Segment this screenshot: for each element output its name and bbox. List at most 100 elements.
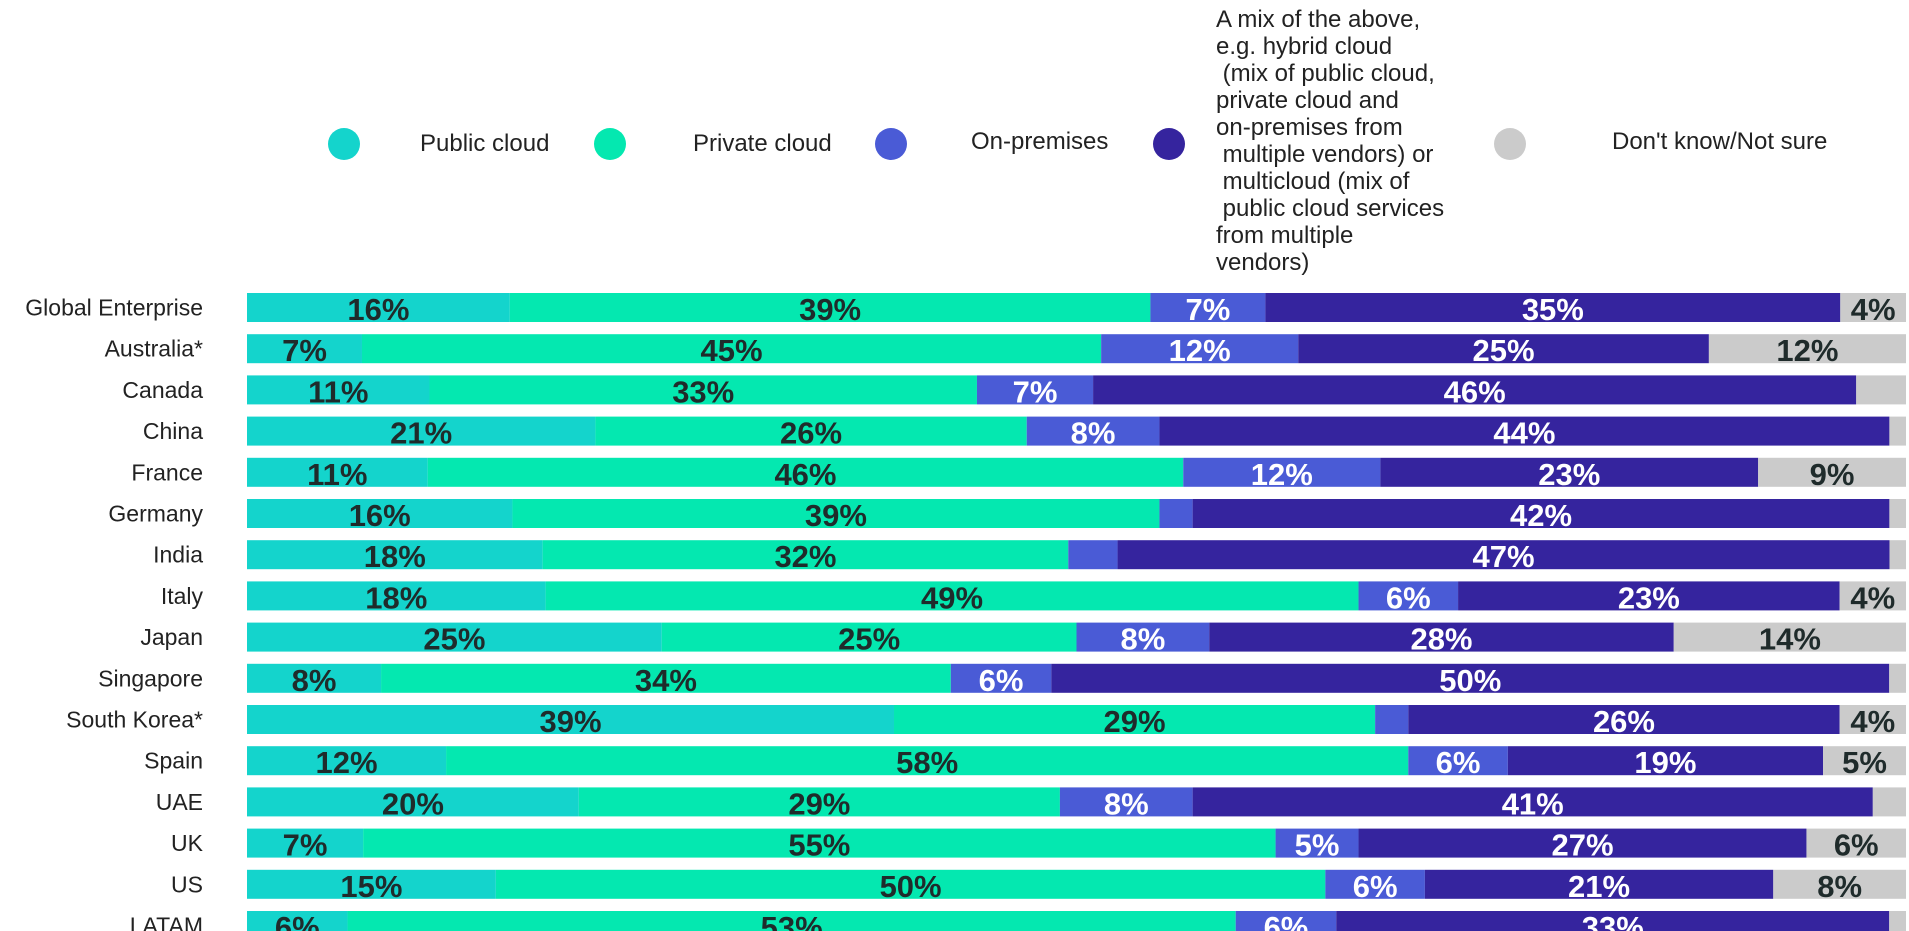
data-label: 8% — [1104, 786, 1149, 821]
bar-segment — [512, 499, 1160, 528]
legend-label-public-cloud: Public cloud — [420, 130, 550, 157]
bar-segment — [1265, 293, 1841, 322]
legend-label-mix-line: on-premises from — [1216, 114, 1403, 141]
data-label: 55% — [788, 828, 850, 863]
bar-segment — [247, 911, 348, 931]
data-label: 44% — [1493, 416, 1555, 451]
legend-label-mix: A mix of the above, e.g. hybrid cloud (m… — [1216, 6, 1444, 276]
data-label: 45% — [701, 333, 763, 368]
bar-segment — [1708, 334, 1906, 364]
category-label: Canada — [122, 377, 203, 403]
data-label: 12% — [1251, 457, 1313, 492]
category-label: Germany — [108, 501, 203, 527]
bar-segment — [1408, 705, 1840, 734]
bar-segment — [1159, 416, 1890, 446]
data-label: 7% — [283, 828, 328, 863]
data-label: 32% — [774, 539, 836, 574]
bar-segment — [247, 457, 428, 487]
data-label: 8% — [1120, 622, 1165, 657]
bar-segment — [1872, 787, 1906, 817]
data-label: 12% — [316, 745, 378, 780]
data-label: 6% — [1353, 869, 1398, 904]
bar-segment — [545, 581, 1359, 611]
data-label: 50% — [880, 869, 942, 904]
data-label: 7% — [1185, 292, 1230, 327]
bar-segment — [381, 663, 951, 693]
legend-label-mix-line: e.g. hybrid cloud — [1216, 33, 1393, 60]
data-label: 11% — [307, 457, 367, 492]
bar-segment — [247, 663, 382, 693]
bar-segment — [976, 375, 1094, 405]
bar-segment — [361, 334, 1102, 364]
legend-item-mix — [1153, 128, 1185, 160]
bar-segment — [1424, 869, 1774, 899]
bar-segment — [1183, 457, 1381, 487]
legend-label-mix-line: A mix of the above, — [1216, 6, 1421, 33]
bar-segment — [1458, 581, 1840, 611]
bar-segment — [363, 828, 1276, 858]
legend-label-mix-line: public cloud services — [1216, 195, 1445, 222]
bar-segment — [595, 416, 1027, 446]
bar-segment — [1839, 581, 1906, 611]
bar-segment — [1840, 293, 1906, 322]
data-label: 39% — [539, 704, 601, 739]
category-label: US — [171, 871, 203, 897]
bar-segment — [1192, 499, 1890, 528]
bar-segment — [1275, 828, 1359, 858]
data-label: 5% — [1842, 745, 1887, 780]
bar-segment — [247, 293, 510, 322]
data-label: 39% — [799, 292, 861, 327]
bar-segment — [1358, 581, 1459, 611]
bar-segment — [247, 622, 662, 652]
bar-segment — [1101, 334, 1299, 364]
bar-segment — [542, 540, 1069, 570]
legend-label-mix-line: (mix of public cloud, — [1216, 60, 1435, 87]
data-label: 34% — [635, 663, 697, 698]
data-label: 4% — [1850, 704, 1895, 739]
bar-segment — [950, 663, 1052, 693]
bar-segment — [1068, 540, 1118, 570]
bar-segment — [1235, 911, 1337, 931]
bar-segment — [1026, 416, 1160, 446]
data-label: 49% — [921, 580, 983, 615]
bar-segment — [1889, 663, 1906, 693]
legend-item-private-cloud: Private cloud — [594, 128, 832, 160]
data-label: 4% — [1851, 292, 1896, 327]
bar-segment — [1150, 293, 1266, 322]
bar-segment — [1076, 622, 1210, 652]
category-label: Australia* — [105, 336, 203, 362]
legend-label-mix-line: private cloud and — [1216, 87, 1399, 114]
legend-label-private-cloud: Private cloud — [693, 130, 832, 157]
data-label: 39% — [805, 498, 867, 533]
bar-segment — [1159, 499, 1193, 528]
bar-segment — [1889, 499, 1906, 528]
bar-segment — [347, 911, 1236, 931]
bar-segment — [1325, 869, 1425, 899]
legend-label-on-premises: On-premises — [971, 128, 1109, 155]
data-label: 14% — [1759, 622, 1821, 657]
bar-segment — [247, 499, 513, 528]
bar-segment — [247, 705, 895, 734]
data-label: 33% — [1582, 910, 1644, 931]
data-label: 35% — [1522, 292, 1584, 327]
bar-segment — [1408, 746, 1508, 776]
data-label: 19% — [1634, 745, 1696, 780]
legend-swatch-dont-know — [1494, 128, 1526, 160]
data-label: 21% — [390, 416, 452, 451]
bar-segment — [1093, 375, 1857, 405]
legend-item-dont-know: Don't know/Not sure — [1494, 128, 1827, 160]
bar-segment — [1298, 334, 1709, 364]
bar-segment — [1375, 705, 1409, 734]
data-label: 33% — [672, 374, 734, 409]
data-label: 7% — [1013, 374, 1058, 409]
data-label: 26% — [1593, 704, 1655, 739]
bar-segment — [247, 334, 362, 364]
bar-segment — [1758, 457, 1906, 487]
data-label: 25% — [1473, 333, 1535, 368]
category-label: Spain — [144, 748, 203, 774]
bar-segment — [247, 375, 430, 405]
data-label: 16% — [347, 292, 409, 327]
bar-segment — [1806, 828, 1906, 858]
data-label: 8% — [1071, 416, 1116, 451]
category-label: South Korea* — [66, 707, 203, 733]
